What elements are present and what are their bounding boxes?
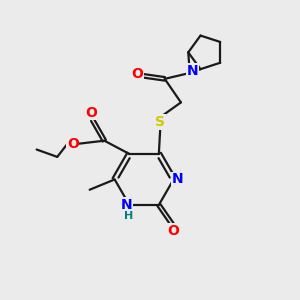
Text: N: N [186,64,198,78]
Text: O: O [132,68,144,81]
Text: N: N [121,198,132,212]
Text: O: O [168,224,179,238]
Text: O: O [67,136,79,151]
Text: S: S [155,115,165,129]
Text: N: N [171,172,183,186]
Text: O: O [85,106,97,120]
Text: H: H [124,211,134,221]
